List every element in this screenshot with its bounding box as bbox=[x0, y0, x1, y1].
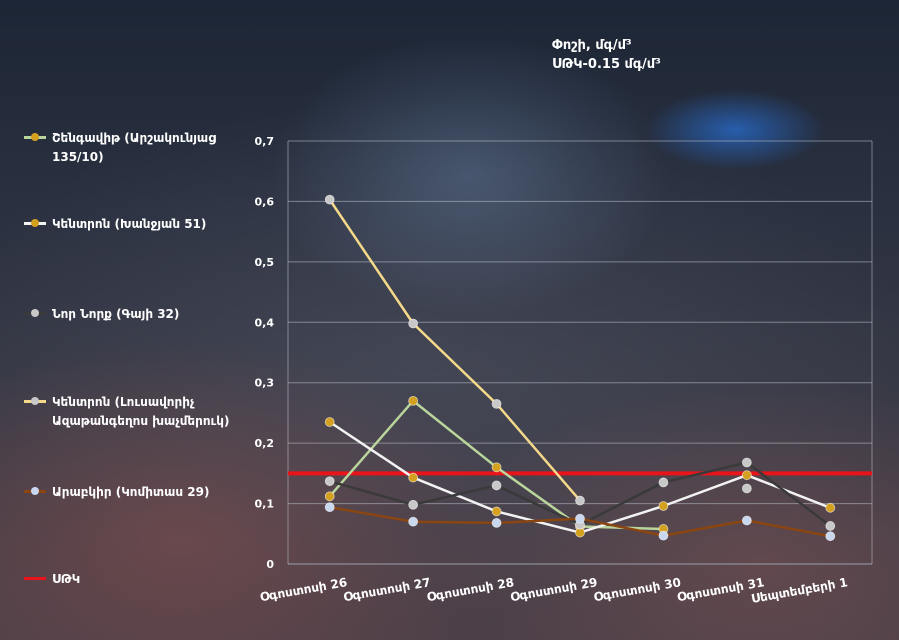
legend-item: Արաբկիր (Կոմիտաս 29) bbox=[24, 483, 257, 502]
y-tick-label: 0,5 bbox=[255, 256, 275, 269]
series-point bbox=[324, 502, 335, 513]
x-tick-label: Օգոստոսի 28 bbox=[426, 575, 515, 604]
series-4 bbox=[324, 194, 752, 506]
legend-item: Շենգավիթ (Արշակունյաց 135/10) bbox=[24, 129, 257, 167]
y-tick-label: 0,6 bbox=[255, 195, 275, 208]
series-point bbox=[324, 491, 335, 502]
y-tick-label: 0,1 bbox=[255, 498, 275, 511]
legend-label: Արաբկիր (Կոմիտաս 29) bbox=[52, 485, 210, 499]
legend-label: Կենտրոն (Լուսավորիչ Ազաթանգեղոս խաչմերու… bbox=[52, 395, 230, 428]
legend-item: Կենտրոն (Լուսավորիչ Ազաթանգեղոս խաչմերու… bbox=[24, 393, 257, 431]
y-tick-label: 0,2 bbox=[255, 437, 275, 450]
legend-label: ՍԹԿ bbox=[52, 572, 81, 586]
legend-label: Նոր Նորք (Գայի 32) bbox=[52, 307, 180, 321]
series-point bbox=[741, 470, 752, 481]
legend-swatch-icon bbox=[24, 216, 46, 230]
series-3 bbox=[324, 457, 836, 531]
y-tick-label: 0,7 bbox=[255, 135, 275, 148]
series-point bbox=[825, 531, 836, 542]
series-point bbox=[741, 515, 752, 526]
x-tick-label: Սեպտեմբերի 1 bbox=[750, 575, 849, 606]
chart-subtitle: ՍԹԿ-0.15 մգ/մ³ bbox=[552, 57, 661, 72]
series-point bbox=[658, 501, 669, 511]
series-layer bbox=[324, 194, 836, 542]
series-2 bbox=[324, 417, 836, 538]
legend-swatch-icon bbox=[24, 130, 46, 144]
legend-swatch-icon bbox=[24, 394, 46, 408]
legend-item: Կենտրոն (Խանջյան 51) bbox=[24, 215, 257, 234]
y-axis-ticks: 0 0,1 0,2 0,3 0,4 0,5 0,6 0,7 bbox=[255, 135, 275, 571]
y-tick-label: 0,3 bbox=[255, 377, 275, 390]
series-point bbox=[491, 506, 502, 517]
series-point bbox=[825, 521, 836, 531]
legend-item: ՍԹԿ bbox=[24, 570, 257, 589]
series-point bbox=[658, 477, 669, 488]
series-point bbox=[741, 457, 752, 468]
series-point bbox=[491, 518, 502, 528]
series-point bbox=[491, 462, 502, 473]
legend-swatch-icon bbox=[24, 484, 46, 498]
series-point bbox=[575, 513, 585, 524]
legend-swatch-icon bbox=[24, 306, 46, 320]
series-point bbox=[825, 502, 836, 513]
series-point bbox=[408, 318, 419, 329]
legend-label: Կենտրոն (Խանջյան 51) bbox=[52, 217, 207, 231]
series-line bbox=[328, 198, 581, 502]
series-point bbox=[324, 194, 335, 205]
series-point bbox=[408, 516, 419, 527]
series-5 bbox=[324, 502, 836, 542]
series-point bbox=[324, 417, 335, 427]
y-tick-label: 0,4 bbox=[255, 316, 275, 329]
y-tick-label: 0 bbox=[266, 558, 274, 571]
series-point bbox=[741, 483, 752, 494]
series-point bbox=[324, 476, 335, 487]
series-point bbox=[491, 480, 502, 491]
series-point bbox=[491, 398, 502, 409]
x-tick-label: Օգոստոսի 29 bbox=[509, 575, 598, 604]
x-tick-label: Օգոստոսի 27 bbox=[342, 575, 431, 604]
legend-swatch-icon bbox=[24, 571, 46, 585]
series-point bbox=[575, 495, 585, 506]
series-point bbox=[408, 472, 419, 483]
x-tick-label: Օգոստոսի 30 bbox=[593, 575, 682, 604]
series-point bbox=[658, 530, 669, 541]
chart-title-block: Փոշի, մգ/մ³ ՍԹԿ-0.15 մգ/մ³ bbox=[552, 36, 661, 74]
series-point bbox=[408, 395, 419, 406]
legend-item: Նոր Նորք (Գայի 32) bbox=[24, 305, 257, 324]
chart-title: Փոշի, մգ/մ³ bbox=[552, 38, 632, 53]
series-point bbox=[408, 499, 419, 510]
x-tick-label: Օգոստոսի 26 bbox=[259, 575, 348, 604]
legend-label: Շենգավիթ (Արշակունյաց 135/10) bbox=[52, 131, 216, 164]
